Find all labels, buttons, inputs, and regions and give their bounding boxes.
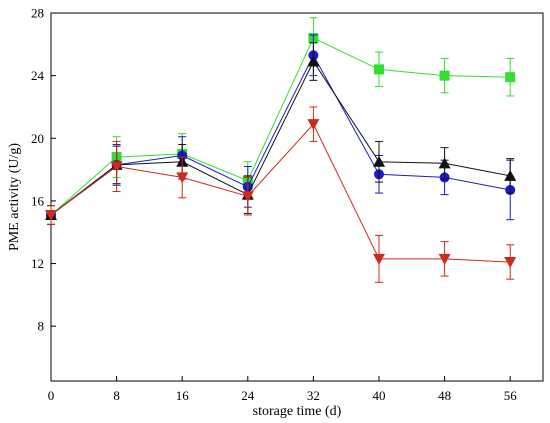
x-tick-label: 40 [373,388,386,403]
series-line [50,60,511,216]
y-tick-label: 16 [31,193,45,208]
series-layer [45,17,517,283]
y-tick-label: 24 [31,68,45,83]
y-tick-label: 20 [31,131,44,146]
x-tick-label: 32 [307,388,320,403]
y-axis-label: PME activity (U/g) [7,143,22,251]
data-point [438,157,451,169]
series-line [50,123,511,263]
data-point [374,64,384,75]
x-tick-label: 48 [438,388,451,403]
y-tick-label: 28 [31,6,44,21]
data-point [307,55,320,67]
x-tick-label: 24 [241,388,255,403]
series-triangle-down [45,106,517,283]
x-axis-label: storage time (d) [253,404,342,419]
x-tick-label: 56 [504,388,518,403]
series-line [50,37,511,216]
data-point [176,172,189,184]
axis-ticks: 0 8 16 24 32 40 48 56 8 12 16 20 24 28 [31,6,517,404]
y-tick-label: 8 [38,319,45,334]
data-point [373,253,385,265]
plot-frame [50,12,544,382]
x-tick-label: 0 [48,388,55,403]
data-point [373,155,385,167]
data-point [505,72,516,83]
data-point [110,161,123,173]
series-line [50,54,511,216]
data-point [504,256,517,268]
x-tick-label: 16 [176,388,190,403]
data-point [438,253,451,265]
y-tick-label: 12 [31,256,44,271]
data-point [241,191,254,203]
data-point [307,119,320,131]
data-point [439,70,450,81]
plot-border [50,12,544,382]
x-tick-label: 8 [113,388,120,403]
data-point [504,169,517,181]
series-triangle-up [45,42,517,225]
data-point [45,210,57,222]
